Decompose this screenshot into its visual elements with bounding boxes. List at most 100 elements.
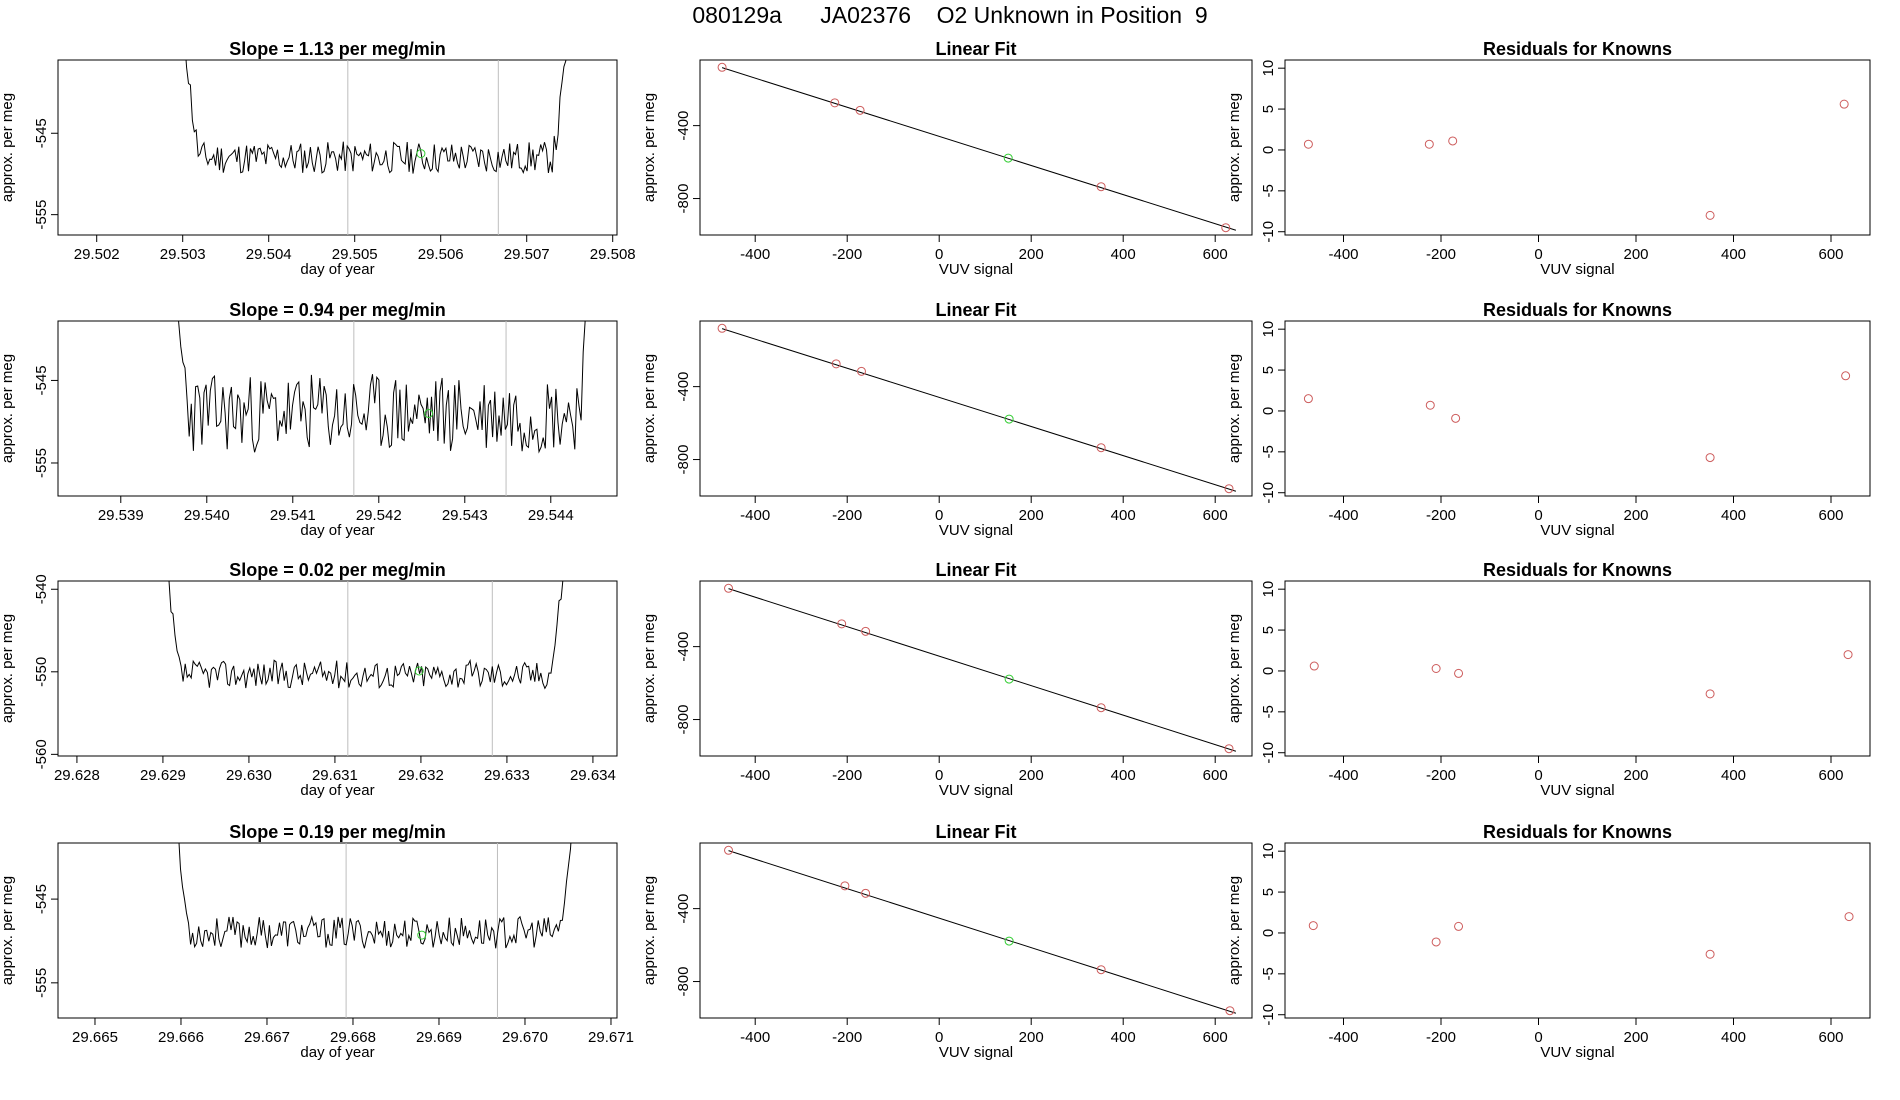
x-tick-label: 600 [1203,767,1228,784]
x-tick-label: -400 [740,507,770,524]
y-tick-label: 10 [1260,60,1277,77]
y-tick-label: 10 [1260,843,1277,860]
plot-frame [57,59,618,236]
y-tick-label: -5 [1260,184,1277,197]
plot-frame [699,59,1253,236]
chart-panel: Slope = 0.94 per meg/min 29.539 29.540 29.5… [0,300,618,539]
known-point [837,619,847,629]
y-axis-label: approx. per meg [1226,354,1243,463]
plot-frame [57,320,618,497]
plot-area [1309,650,1853,699]
y-tick-label: -5 [1260,445,1277,458]
unknown-point [416,149,426,159]
y-axis-label: approx. per meg [641,614,658,723]
x-tick-label: 200 [1019,246,1044,263]
y-tick-label: 0 [1260,929,1277,937]
plot-frame [699,842,1253,1019]
x-tick-label: 400 [1721,246,1746,263]
x-tick-label: 0 [935,1029,943,1046]
known-point [1309,661,1319,671]
y-tick-label: -545 [33,365,50,395]
x-tick-label: 400 [1111,246,1136,263]
x-tick-label: 29.630 [226,767,272,784]
x-axis-label: day of year [300,261,374,278]
y-axis-label: approx. per meg [641,876,658,985]
time-series-trace [178,843,572,949]
x-tick-label: 29.504 [246,246,292,263]
y-tick-label: 5 [1260,888,1277,896]
x-tick-label: 0 [1534,507,1542,524]
x-tick-label: 400 [1111,767,1136,784]
chart-panel: Slope = 0.19 per meg/min 29.665 29.666 29.6… [0,822,634,1061]
y-axis-label: approx. per meg [0,876,16,985]
known-point [1224,744,1234,754]
chart-title: Linear Fit [935,300,1016,320]
y-tick-label: -545 [33,118,50,148]
chart-title: Linear Fit [935,822,1016,842]
known-point [861,888,871,898]
known-point [1424,139,1434,149]
known-point [1454,668,1464,678]
x-tick-label: 0 [1534,767,1542,784]
chart-title: Linear Fit [935,560,1016,580]
plot-area [168,581,564,756]
x-tick-label: 600 [1203,1029,1228,1046]
plot-area [717,62,1237,233]
plot-area [1303,99,1849,220]
y-axis-label: approx. per meg [0,93,16,202]
y-axis-label: approx. per meg [1226,876,1243,985]
y-tick-label: 10 [1260,581,1277,598]
x-tick-label: 0 [1534,246,1542,263]
x-tick-label: 29.507 [504,246,550,263]
x-tick-label: 29.670 [502,1029,548,1046]
y-tick-label: -545 [33,884,50,914]
known-point [1096,965,1106,975]
x-tick-label: 200 [1019,1029,1044,1046]
y-tick-label: -10 [1260,742,1277,764]
plot-frame [1284,320,1871,497]
x-tick-label: 400 [1721,767,1746,784]
known-point [830,98,840,108]
y-tick-label: -800 [675,705,692,735]
x-tick-label: 29.506 [418,246,464,263]
chart-title: Residuals for Knowns [1483,822,1672,842]
time-series-trace [168,581,564,690]
x-axis-label: VUV signal [1540,522,1614,539]
x-axis-label: VUV signal [1540,782,1614,799]
x-tick-label: 600 [1203,507,1228,524]
x-tick-label: -400 [1328,767,1358,784]
known-point [1303,139,1313,149]
x-axis-label: VUV signal [939,782,1013,799]
known-point [1425,400,1435,410]
unknown-point [424,408,434,418]
x-tick-label: 29.540 [184,507,230,524]
y-axis-label: approx. per meg [0,614,16,723]
x-tick-label: -400 [740,767,770,784]
x-tick-label: 29.665 [72,1029,118,1046]
unknown-point [1004,414,1014,424]
chart-title: Residuals for Knowns [1483,39,1672,59]
chart-panel: Slope = 1.13 per meg/min 29.502 29.503 29.5… [0,39,636,278]
chart-title: Residuals for Knowns [1483,560,1672,580]
time-series-trace [178,321,586,454]
x-tick-label: 200 [1019,767,1044,784]
x-tick-label: 0 [935,507,943,524]
fit-line [721,67,1237,231]
x-tick-label: 29.634 [570,767,616,784]
y-tick-label: -800 [675,445,692,475]
y-axis-label: approx. per meg [1226,93,1243,202]
x-tick-label: 29.543 [442,507,488,524]
x-axis-label: VUV signal [939,522,1013,539]
y-tick-label: -540 [33,574,50,604]
chart-panel: Slope = 0.02 per meg/min 29.628 29.629 29.6… [0,560,618,799]
chart-panel: Linear Fit -400 -200 0 200 400 600 -400 -800 VUV … [641,822,1253,1061]
plot-area [724,583,1237,754]
unknown-point [1004,674,1014,684]
known-point [724,583,734,593]
x-tick-label: 29.632 [398,767,444,784]
x-axis-label: day of year [300,522,374,539]
known-point [1096,443,1106,453]
y-tick-label: 5 [1260,366,1277,374]
known-point [861,626,871,636]
x-tick-label: 29.544 [528,507,574,524]
